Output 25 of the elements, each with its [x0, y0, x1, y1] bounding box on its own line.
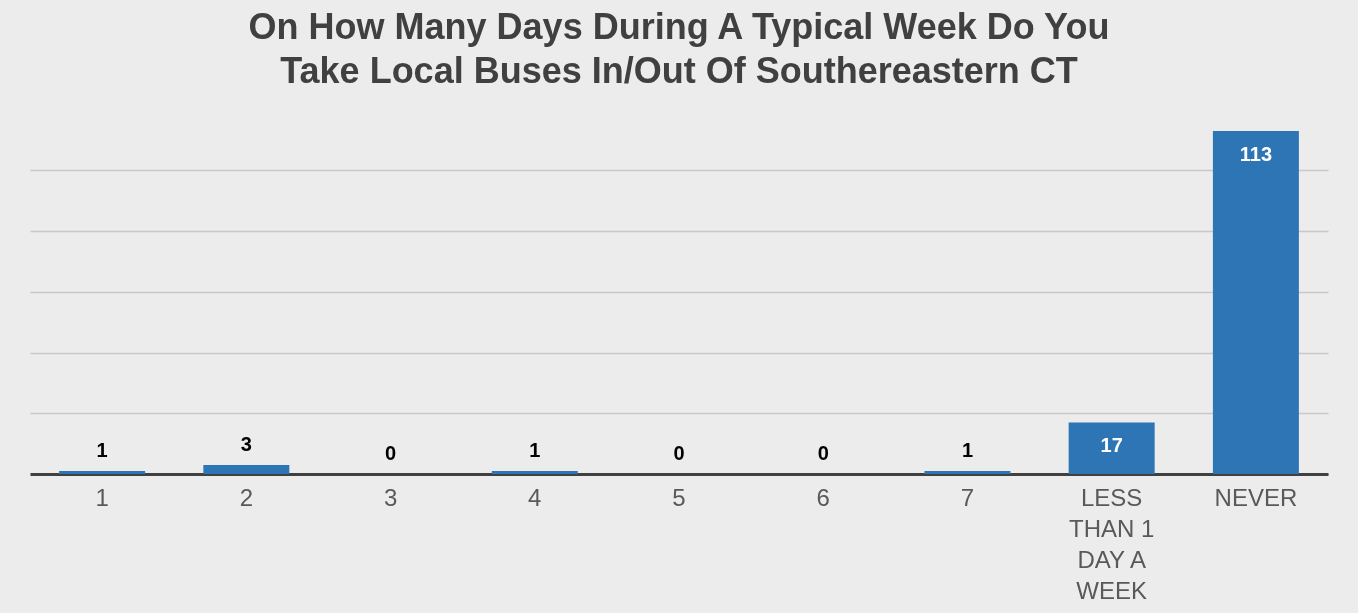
x-tick-label: 3: [383, 483, 398, 511]
data-label: 17: [1100, 434, 1123, 457]
x-tick-label: NEVER: [1214, 483, 1298, 511]
data-label: 3: [240, 432, 252, 455]
bar: [924, 470, 1011, 474]
x-tick-label: 4: [528, 483, 542, 511]
x-tick-label: 5: [672, 483, 686, 511]
bar: [203, 464, 290, 474]
data-label: 1: [961, 438, 974, 461]
x-tick-label: 2: [239, 483, 254, 511]
bar: [1068, 422, 1155, 474]
data-label: 1: [529, 438, 541, 461]
bar: [1212, 131, 1299, 474]
data-label: 1: [96, 438, 108, 461]
bar: [59, 470, 146, 474]
chart-title: On How Many Days During A Typical Week Do You Take Local Buses In/Out Of Southereastern CT: [248, 6, 1110, 91]
data-label: 113: [1239, 143, 1273, 165]
x-tick-label: 1: [95, 483, 109, 511]
data-label: 0: [673, 442, 685, 464]
x-tick-label: 7: [960, 483, 975, 511]
data-label: 0: [384, 442, 397, 464]
x-tick-label: 6: [816, 483, 830, 511]
x-tick-label: LESS THAN 1 DAY A WEEK: [1068, 483, 1155, 604]
data-label: 0: [817, 442, 829, 464]
bar: [491, 470, 578, 474]
